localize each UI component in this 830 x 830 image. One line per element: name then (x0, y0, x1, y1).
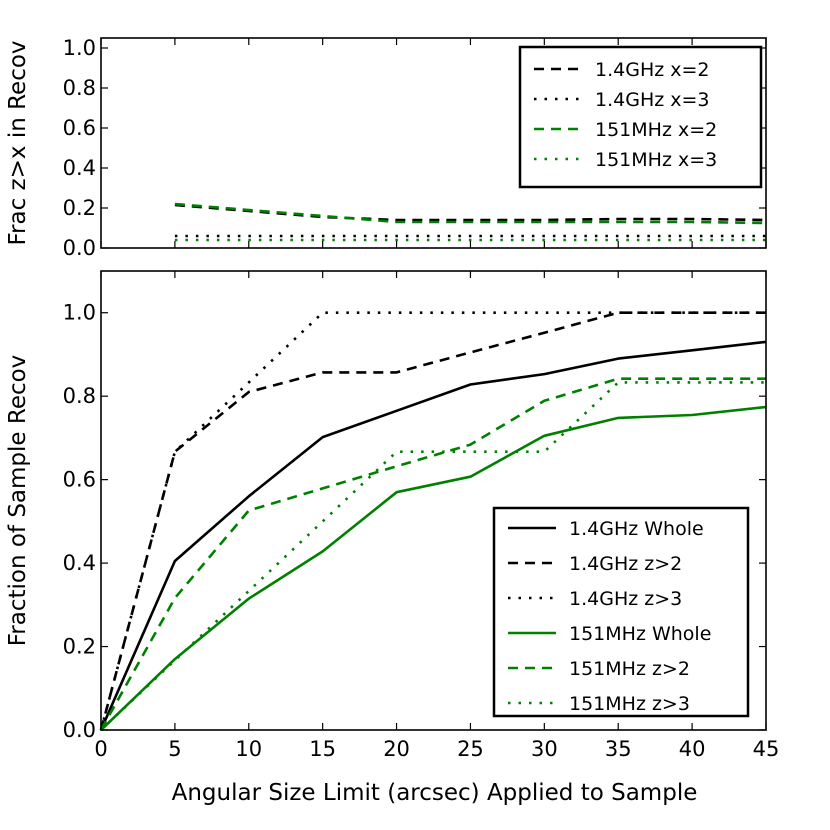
legend-entry: 1.4GHz x=2 (595, 59, 710, 81)
y-tick-label: 1.0 (63, 36, 96, 60)
y-tick-label: 0.6 (63, 116, 96, 140)
x-tick-label: 25 (457, 737, 484, 761)
legend-entry: 151MHz Whole (569, 623, 711, 645)
x-tick-label: 40 (679, 737, 706, 761)
x-tick-label: 10 (235, 737, 262, 761)
legend-entry: 151MHz x=3 (595, 149, 717, 171)
y-tick-label: 1.0 (63, 301, 96, 325)
legend-entry: 1.4GHz z>2 (569, 553, 682, 575)
legend-entry: 151MHz x=2 (595, 119, 717, 141)
y-tick-label: 0.6 (63, 468, 96, 492)
y-tick-label: 0.0 (63, 236, 96, 260)
x-tick-label: 30 (531, 737, 558, 761)
x-tick-label: 5 (168, 737, 181, 761)
legend-entry: 1.4GHz x=3 (595, 89, 710, 111)
x-axis-label: Angular Size Limit (arcsec) Applied to S… (172, 780, 698, 806)
y-tick-label: 0.2 (63, 196, 96, 220)
y-tick-label: 0.8 (63, 384, 96, 408)
legend-entry: 1.4GHz Whole (569, 518, 704, 540)
legend: 1.4GHz x=2 1.4GHz x=3 151MHz x=2 151MHz x=3 (520, 47, 761, 187)
legend-entry: 151MHz z>2 (569, 658, 690, 680)
y-axis-label: Frac z>x in Recov (5, 40, 31, 245)
x-tick-label: 20 (383, 737, 410, 761)
chart-figure: 0.0 0.2 0.4 0.6 0.8 1.0 Frac z>x in Recov 1.4GH… (0, 0, 830, 830)
bottom-panel: 0 5 10 15 20 25 30 35 40 45 0.0 0.2 0.4 0.6 0.8 1.0 Frac… (5, 271, 779, 806)
y-axis-label: Fraction of Sample Recov (5, 355, 31, 647)
x-tick-label: 45 (753, 737, 780, 761)
y-tick-label: 0.2 (63, 635, 96, 659)
top-panel: 0.0 0.2 0.4 0.6 0.8 1.0 Frac z>x in Recov 1.4GH… (5, 36, 766, 260)
x-tick-label: 35 (605, 737, 632, 761)
x-tick-label: 0 (94, 737, 107, 761)
y-tick-label: 0.0 (63, 718, 96, 742)
y-tick-label: 0.8 (63, 76, 96, 100)
legend: 1.4GHz Whole 1.4GHz z>2 1.4GHz z>3 151MHz W… (494, 508, 748, 716)
legend-entry: 151MHz z>3 (569, 693, 690, 715)
y-tick-label: 0.4 (63, 156, 96, 180)
x-tick-label: 15 (309, 737, 336, 761)
legend-entry: 1.4GHz z>3 (569, 588, 682, 610)
y-tick-label: 0.4 (63, 551, 96, 575)
